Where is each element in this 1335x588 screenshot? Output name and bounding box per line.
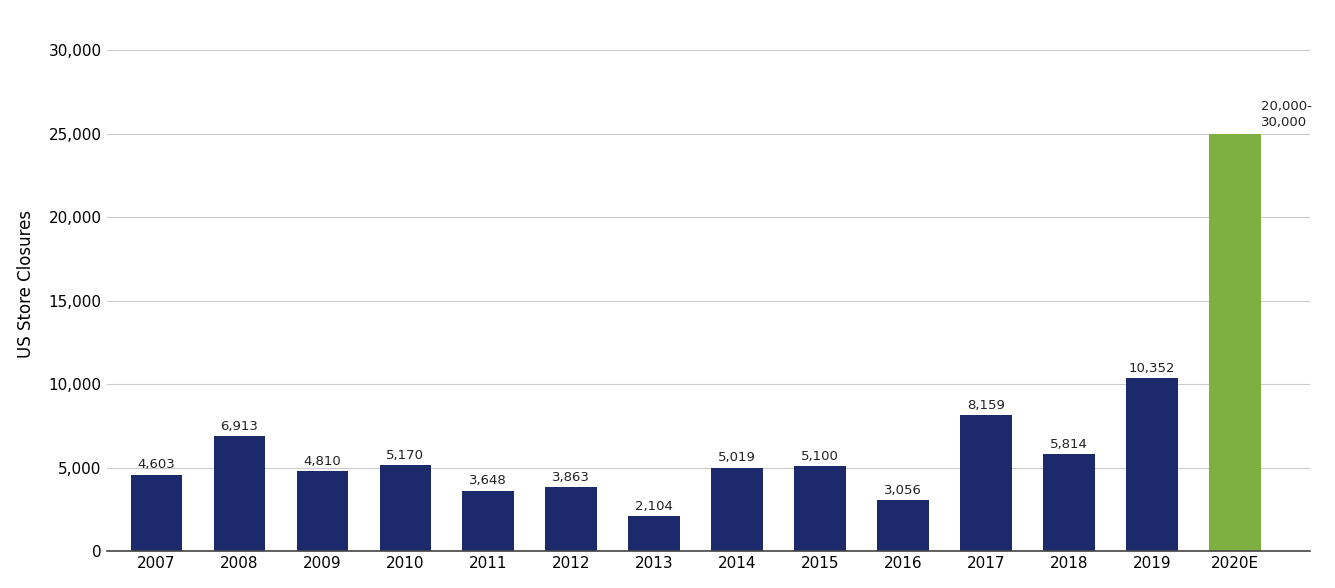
Text: 4,603: 4,603 (138, 458, 175, 471)
Text: 3,863: 3,863 (553, 470, 590, 483)
Text: 4,810: 4,810 (303, 455, 342, 467)
Bar (712, 467, 762, 552)
Y-axis label: US Store Closures: US Store Closures (16, 210, 35, 358)
Text: 10,352: 10,352 (1128, 362, 1175, 375)
Text: 6,913: 6,913 (220, 420, 258, 433)
Text: 2,104: 2,104 (635, 500, 673, 513)
Bar (877, 500, 929, 552)
Bar (794, 466, 846, 552)
Text: 5,170: 5,170 (386, 449, 425, 462)
Text: 5,100: 5,100 (801, 450, 838, 463)
Bar (379, 465, 431, 552)
Bar (1127, 379, 1177, 552)
Bar (1043, 455, 1095, 552)
Bar (1210, 133, 1260, 552)
Bar (546, 487, 597, 552)
Bar (960, 415, 1012, 552)
Text: 5,019: 5,019 (718, 451, 756, 465)
Bar (214, 436, 266, 552)
Bar (131, 475, 182, 552)
Bar (462, 490, 514, 552)
Text: 3,056: 3,056 (884, 484, 922, 497)
Text: 20,000-
30,000: 20,000- 30,000 (1260, 99, 1311, 129)
Text: 5,814: 5,814 (1051, 438, 1088, 451)
Bar (629, 516, 680, 552)
Bar (296, 471, 348, 552)
Text: 3,648: 3,648 (470, 474, 507, 487)
Text: 8,159: 8,159 (967, 399, 1005, 412)
